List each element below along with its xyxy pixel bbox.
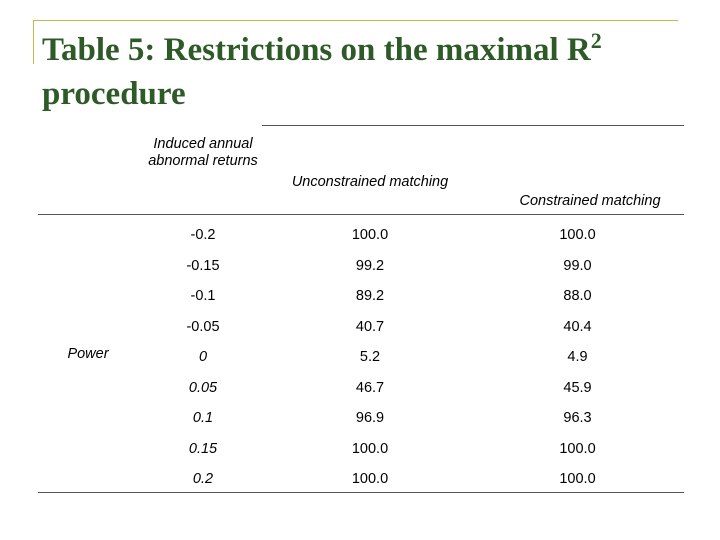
- top-rule: [262, 125, 684, 126]
- cell-constrained: 40.4: [563, 319, 592, 335]
- cell-induced-return: 0: [198, 349, 208, 365]
- cell-induced-return: 0.05: [188, 380, 218, 396]
- slide-title: Table 5: Restrictions on the maximal R2 …: [42, 28, 712, 116]
- cell-unconstrained: 99.2: [355, 258, 385, 274]
- cell-constrained: 100.0: [559, 441, 596, 457]
- cell-constrained: 100.0: [559, 471, 596, 487]
- cell-unconstrained: 100.0: [351, 441, 389, 457]
- header-rule: [38, 214, 684, 215]
- cell-constrained: 88.0: [563, 288, 592, 304]
- cell-induced-return: 0.1: [192, 410, 214, 426]
- cell-induced-return: -0.1: [190, 288, 216, 304]
- cell-constrained: 96.3: [563, 410, 592, 426]
- cell-induced-return: 0.15: [188, 441, 218, 457]
- cell-constrained: 99.0: [563, 258, 592, 274]
- cell-induced-return: -0.15: [186, 258, 220, 274]
- header-constrained: Constrained matching: [519, 193, 661, 209]
- header-unconstrained: Unconstrained matching: [291, 174, 449, 190]
- header-induced-returns: Induced annual abnormal returns: [148, 136, 258, 169]
- cell-constrained: 100.0: [559, 227, 596, 243]
- cell-constrained: 45.9: [563, 380, 592, 396]
- cell-induced-return: -0.05: [186, 319, 220, 335]
- cell-unconstrained: 40.7: [355, 319, 385, 335]
- cell-unconstrained: 96.9: [355, 410, 385, 426]
- cell-constrained: 4.9: [567, 349, 588, 365]
- title-line-2: procedure: [42, 76, 186, 112]
- cell-unconstrained: 5.2: [359, 349, 381, 365]
- cell-unconstrained: 89.2: [355, 288, 385, 304]
- cell-induced-return: 0.2: [192, 471, 214, 487]
- cell-unconstrained: 46.7: [355, 380, 385, 396]
- title-superscript: 2: [590, 28, 602, 53]
- cell-induced-return: -0.2: [190, 227, 216, 243]
- cell-unconstrained: 100.0: [351, 227, 389, 243]
- decorative-top-line: [33, 20, 678, 21]
- title-line-1: Table 5: Restrictions on the maximal R: [42, 32, 591, 68]
- bottom-rule: [38, 492, 684, 493]
- row-label-power: Power: [67, 346, 109, 362]
- decorative-left-line: [33, 20, 34, 64]
- cell-unconstrained: 100.0: [351, 471, 389, 487]
